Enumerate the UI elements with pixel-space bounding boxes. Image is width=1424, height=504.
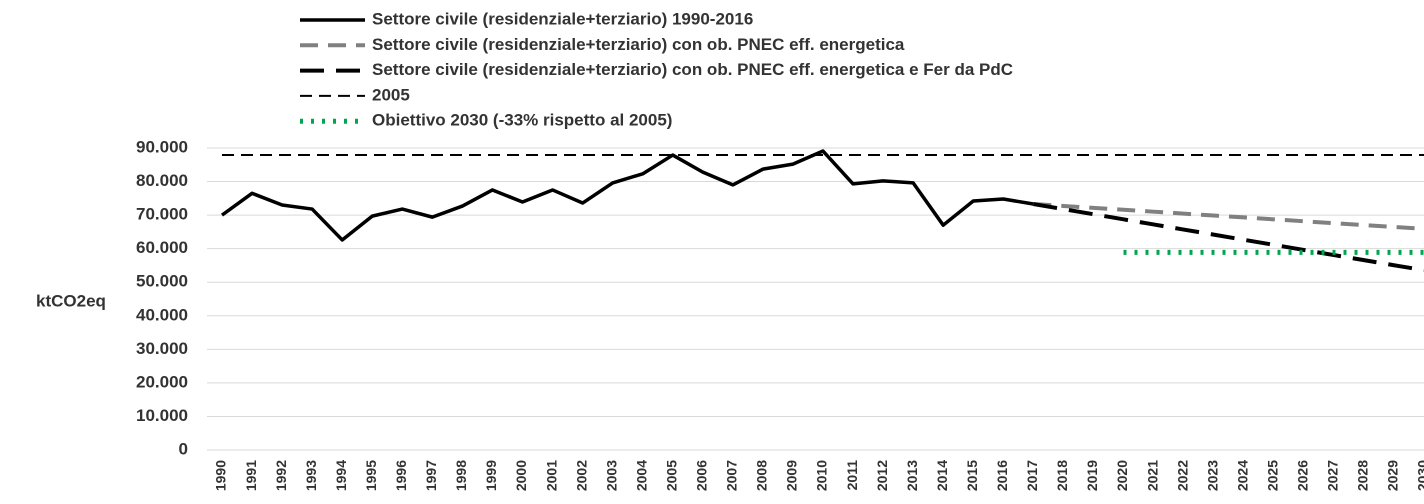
y-tick-label: 90.000 — [136, 137, 188, 156]
series-line — [220, 149, 1034, 242]
x-tick-label: 2027 — [1325, 460, 1341, 491]
x-tick-label: 2018 — [1054, 460, 1070, 491]
x-tick-label: 1992 — [273, 460, 289, 491]
x-tick-label: 2020 — [1114, 460, 1130, 491]
x-tick-label: 2010 — [814, 460, 830, 491]
x-tick-label: 2029 — [1385, 460, 1401, 491]
x-tick-label: 1994 — [333, 460, 349, 491]
series-line — [1033, 202, 1424, 231]
x-tick-label: 2013 — [904, 460, 920, 491]
y-tick-label: 40.000 — [136, 305, 188, 324]
legend-label: Settore civile (residenziale+terziario) … — [372, 35, 905, 54]
legend-label: 2005 — [372, 85, 410, 104]
x-tick-label: 2008 — [754, 460, 770, 491]
y-tick-label: 80.000 — [136, 171, 188, 190]
x-tick-label: 2014 — [934, 460, 950, 491]
legend-label: Settore civile (residenziale+terziario) … — [372, 9, 753, 28]
x-tick-label: 2019 — [1084, 460, 1100, 491]
x-tick-label: 1996 — [393, 460, 409, 491]
x-tick-label: 2005 — [663, 460, 679, 491]
x-tick-label: 2007 — [724, 460, 740, 491]
x-tick-label: 2025 — [1264, 460, 1280, 491]
y-axis-title: ktCO2eq — [36, 291, 106, 310]
x-tick-label: 1995 — [363, 460, 379, 491]
x-tick-label: 1990 — [213, 460, 229, 491]
x-tick-label: 2012 — [874, 460, 890, 491]
x-tick-label: 2003 — [603, 460, 619, 491]
x-tick-label: 2024 — [1234, 460, 1250, 491]
x-tick-label: 1998 — [453, 460, 469, 491]
x-tick-label: 1997 — [423, 460, 439, 491]
x-tick-label: 2021 — [1144, 460, 1160, 491]
x-tick-label: 2023 — [1204, 460, 1220, 491]
legend-label: Settore civile (residenziale+terziario) … — [372, 60, 1013, 79]
x-tick-label: 2028 — [1355, 460, 1371, 491]
y-tick-label: 70.000 — [136, 205, 188, 224]
x-tick-label: 2026 — [1295, 460, 1311, 491]
x-tick-label: 2011 — [844, 460, 860, 491]
x-tick-label: 2000 — [513, 460, 529, 491]
y-tick-label: 20.000 — [136, 372, 188, 391]
x-tick-label: 2015 — [964, 460, 980, 491]
y-tick-label: 10.000 — [136, 406, 188, 425]
x-tick-label: 1993 — [303, 460, 319, 491]
y-tick-label: 50.000 — [136, 272, 188, 291]
series-line — [1033, 202, 1424, 273]
x-tick-label: 2030 — [1415, 460, 1424, 491]
y-tick-label: 0 — [179, 439, 188, 458]
x-tick-label: 2017 — [1024, 460, 1040, 491]
x-tick-label: 2022 — [1174, 460, 1190, 491]
x-tick-label: 2002 — [573, 460, 589, 491]
x-tick-label: 1991 — [243, 460, 259, 491]
x-tick-label: 2016 — [994, 460, 1010, 491]
x-tick-label: 2001 — [543, 460, 559, 491]
x-tick-label: 2009 — [784, 460, 800, 491]
x-tick-label: 2004 — [633, 460, 649, 491]
y-tick-label: 30.000 — [136, 339, 188, 358]
legend-label: Obiettivo 2030 (-33% rispetto al 2005) — [372, 111, 672, 130]
x-tick-label: 2006 — [694, 460, 710, 491]
y-tick-label: 60.000 — [136, 238, 188, 257]
x-tick-label: 1999 — [483, 460, 499, 491]
